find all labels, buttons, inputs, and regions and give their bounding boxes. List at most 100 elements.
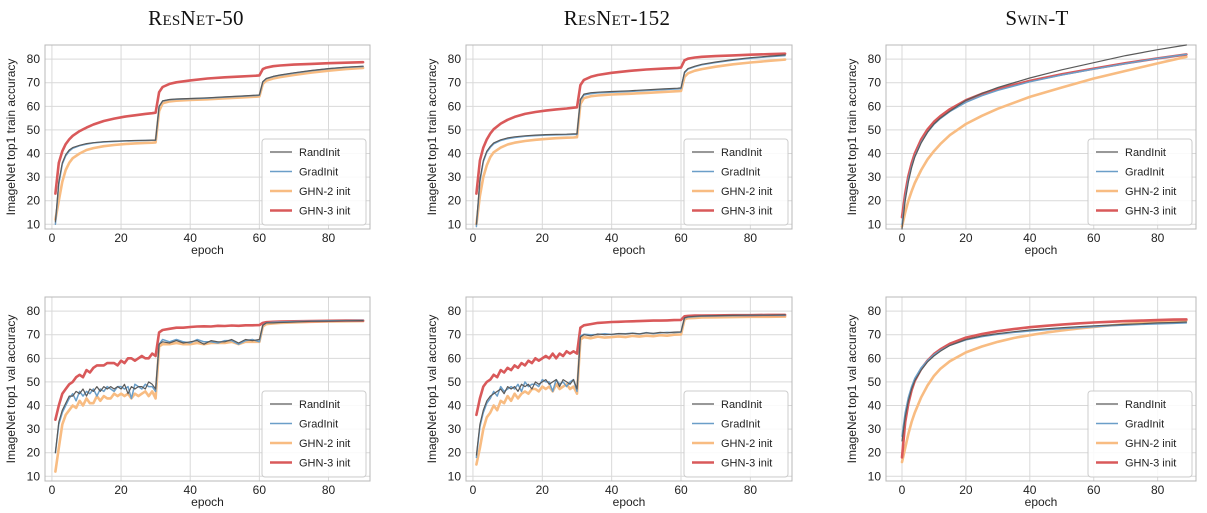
legend: RandInit GradInit GHN-2 init GHN-3 init: [1087, 138, 1193, 226]
y-axis-label: ImageNet top1 val accuracy: [425, 315, 439, 464]
series-line-ghn-2-init: [54, 66, 365, 221]
legend-label-randinit: RandInit: [299, 399, 340, 411]
legend-label-ghn-2-init: GHN-2 init: [1125, 438, 1176, 450]
y-tick-label: 10: [448, 469, 462, 483]
y-tick-label: 80: [27, 52, 41, 66]
y-tick-label: 20: [868, 446, 882, 460]
x-tick-label: 80: [744, 231, 758, 245]
y-axis-label: ImageNet top1 train accuracy: [4, 59, 18, 216]
legend-box: [1087, 390, 1193, 478]
chart-panel-resnet-50-train: 0 20 40 60 80 10 20 30 40 50 60 70 80 epoch ImageNet t…: [4, 44, 371, 257]
legend-label-gradinit: GradInit: [721, 419, 760, 431]
chart-panel-swin-t-train: 0 20 40 60 80 10 20 30 40 50 60 70 80 epoch ImageNet t…: [845, 44, 1197, 257]
y-tick-label: 60: [868, 99, 882, 113]
legend-label-ghn-2-init: GHN-2 init: [299, 186, 350, 198]
series-line-ghn-3-init: [475, 52, 787, 195]
y-tick-label: 70: [868, 76, 882, 90]
y-tick-label: 40: [448, 147, 462, 161]
x-tick-label: 0: [899, 231, 906, 245]
y-tick-label: 80: [448, 304, 462, 318]
legend-label-gradinit: GradInit: [1125, 167, 1164, 179]
series-line-randinit: [475, 54, 786, 225]
legend-label-randinit: RandInit: [721, 147, 762, 159]
y-tick-label: 50: [448, 123, 462, 137]
legend-label-randinit: RandInit: [1125, 147, 1166, 159]
x-tick-label: 0: [49, 483, 56, 497]
y-tick-label: 20: [27, 194, 41, 208]
series-line-ghn-3-init: [54, 60, 365, 195]
x-axis-label: epoch: [613, 495, 646, 509]
y-tick-label: 60: [27, 99, 41, 113]
legend-label-randinit: RandInit: [1125, 399, 1166, 411]
y-tick-label: 40: [448, 399, 462, 413]
series-line-randinit: [901, 321, 1188, 442]
y-tick-label: 70: [27, 328, 41, 342]
x-tick-label: 20: [536, 231, 550, 245]
column-title-swin-t: Swin-T: [1005, 6, 1069, 30]
plot-frame: [885, 44, 1197, 230]
y-tick-label: 40: [868, 147, 882, 161]
y-tick-label: 80: [868, 52, 882, 66]
x-tick-label: 80: [744, 483, 758, 497]
legend-box: [1087, 138, 1193, 226]
x-axis-label: epoch: [191, 495, 224, 509]
x-tick-label: 40: [1023, 483, 1037, 497]
y-axis-label: ImageNet top1 val accuracy: [845, 315, 859, 464]
chart-panel-swin-t-val: 0 20 40 60 80 10 20 30 40 50 60 70 80 epoch ImageNet t…: [845, 296, 1197, 509]
y-tick-label: 80: [448, 52, 462, 66]
legend-box: [261, 138, 367, 226]
legend-label-ghn-2-init: GHN-2 init: [721, 438, 772, 450]
legend-label-ghn-3-init: GHN-3 init: [721, 458, 772, 470]
legend: RandInit GradInit GHN-2 init GHN-3 init: [1087, 390, 1193, 478]
y-tick-label: 10: [868, 469, 882, 483]
legend-label-randinit: RandInit: [299, 147, 340, 159]
x-tick-label: 80: [1151, 483, 1165, 497]
y-tick-label: 30: [868, 170, 882, 184]
x-tick-label: 80: [322, 231, 336, 245]
y-tick-label: 10: [27, 469, 41, 483]
y-tick-label: 30: [448, 422, 462, 436]
y-tick-label: 10: [868, 217, 882, 231]
x-tick-label: 80: [322, 483, 336, 497]
y-tick-label: 50: [868, 375, 882, 389]
legend-label-ghn-2-init: GHN-2 init: [721, 186, 772, 198]
legend-label-ghn-3-init: GHN-3 init: [299, 458, 350, 470]
x-tick-label: 20: [959, 483, 973, 497]
series-line-ghn-2-init: [475, 58, 787, 226]
y-tick-label: 10: [27, 217, 41, 231]
x-tick-label: 60: [253, 231, 267, 245]
y-tick-label: 60: [448, 351, 462, 365]
chart-panel-resnet-152-val: 0 20 40 60 80 10 20 30 40 50 60 70 80 epoch ImageNet t…: [425, 296, 793, 509]
legend-label-gradinit: GradInit: [1125, 419, 1164, 431]
series-line-randinit: [475, 314, 786, 456]
legend-label-ghn-3-init: GHN-3 init: [721, 206, 772, 218]
legend-label-gradinit: GradInit: [299, 167, 338, 179]
x-tick-label: 40: [184, 231, 198, 245]
y-tick-label: 60: [868, 351, 882, 365]
legend-label-ghn-2-init: GHN-2 init: [299, 438, 350, 450]
plot-frame: [44, 296, 371, 482]
legend-label-ghn-3-init: GHN-3 init: [1125, 206, 1176, 218]
legend-label-gradinit: GradInit: [721, 167, 760, 179]
x-tick-label: 40: [605, 231, 619, 245]
x-tick-label: 60: [674, 231, 688, 245]
y-axis-label: ImageNet top1 train accuracy: [425, 59, 439, 216]
legend-label-gradinit: GradInit: [299, 419, 338, 431]
legend: RandInit GradInit GHN-2 init GHN-3 init: [261, 390, 367, 478]
x-tick-label: 20: [114, 231, 128, 245]
legend: RandInit GradInit GHN-2 init GHN-3 init: [683, 390, 789, 478]
plot-frame: [885, 296, 1197, 482]
legend-label-ghn-3-init: GHN-3 init: [299, 206, 350, 218]
series-line-ghn-3-init: [54, 319, 365, 422]
y-tick-label: 40: [27, 399, 41, 413]
y-tick-label: 70: [27, 76, 41, 90]
series-line-randinit: [54, 320, 364, 454]
x-tick-label: 60: [253, 483, 267, 497]
y-tick-label: 20: [27, 446, 41, 460]
y-tick-label: 60: [448, 99, 462, 113]
series-line-ghn-3-init: [475, 313, 787, 417]
chart-panel-resnet-152-train: 0 20 40 60 80 10 20 30 40 50 60 70 80 epoch ImageNet t…: [425, 44, 793, 257]
y-tick-label: 50: [27, 375, 41, 389]
y-tick-label: 50: [448, 375, 462, 389]
